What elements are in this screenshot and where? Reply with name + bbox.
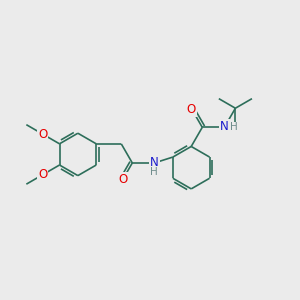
Text: O: O — [38, 128, 48, 141]
Text: O: O — [118, 173, 127, 186]
Text: O: O — [187, 103, 196, 116]
Text: N: N — [220, 120, 229, 133]
Text: H: H — [230, 122, 238, 132]
Text: H: H — [151, 167, 158, 177]
Text: O: O — [38, 168, 48, 181]
Text: N: N — [150, 156, 159, 169]
